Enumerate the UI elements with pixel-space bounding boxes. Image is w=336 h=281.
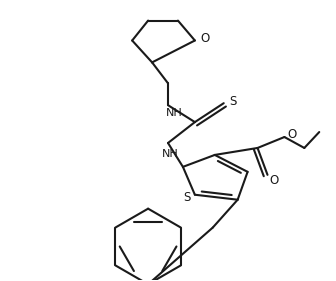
Text: O: O — [200, 32, 209, 45]
Text: O: O — [288, 128, 297, 140]
Text: O: O — [270, 174, 279, 187]
Text: S: S — [183, 191, 191, 204]
Text: S: S — [229, 95, 236, 108]
Text: NH: NH — [162, 149, 178, 159]
Text: NH: NH — [166, 108, 182, 118]
